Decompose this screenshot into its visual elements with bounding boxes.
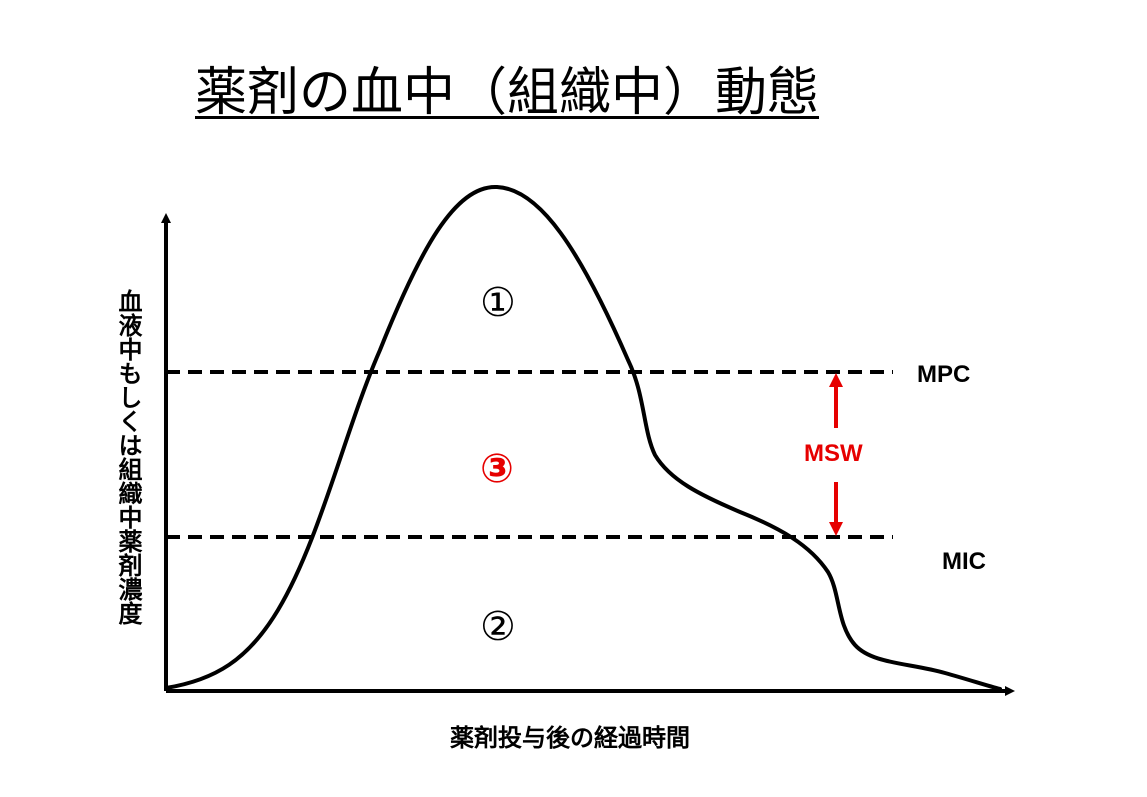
region-label-between: ③ (480, 446, 514, 492)
region-label-above-mpc: ① (480, 280, 516, 326)
mpc-label: MPC (917, 361, 971, 388)
y-axis-label: 血液中もしくは組織中薬剤濃度 (114, 289, 142, 625)
region-label-below-mic: ② (480, 604, 516, 650)
x-axis-label: 薬剤投与後の経過時間 (450, 724, 690, 752)
concentration-curve (164, 184, 1002, 691)
msw-label: MSW (804, 440, 863, 467)
diagram-title: 薬剤の血中（組織中）動態 (195, 63, 820, 123)
mic-label: MIC (942, 548, 986, 575)
